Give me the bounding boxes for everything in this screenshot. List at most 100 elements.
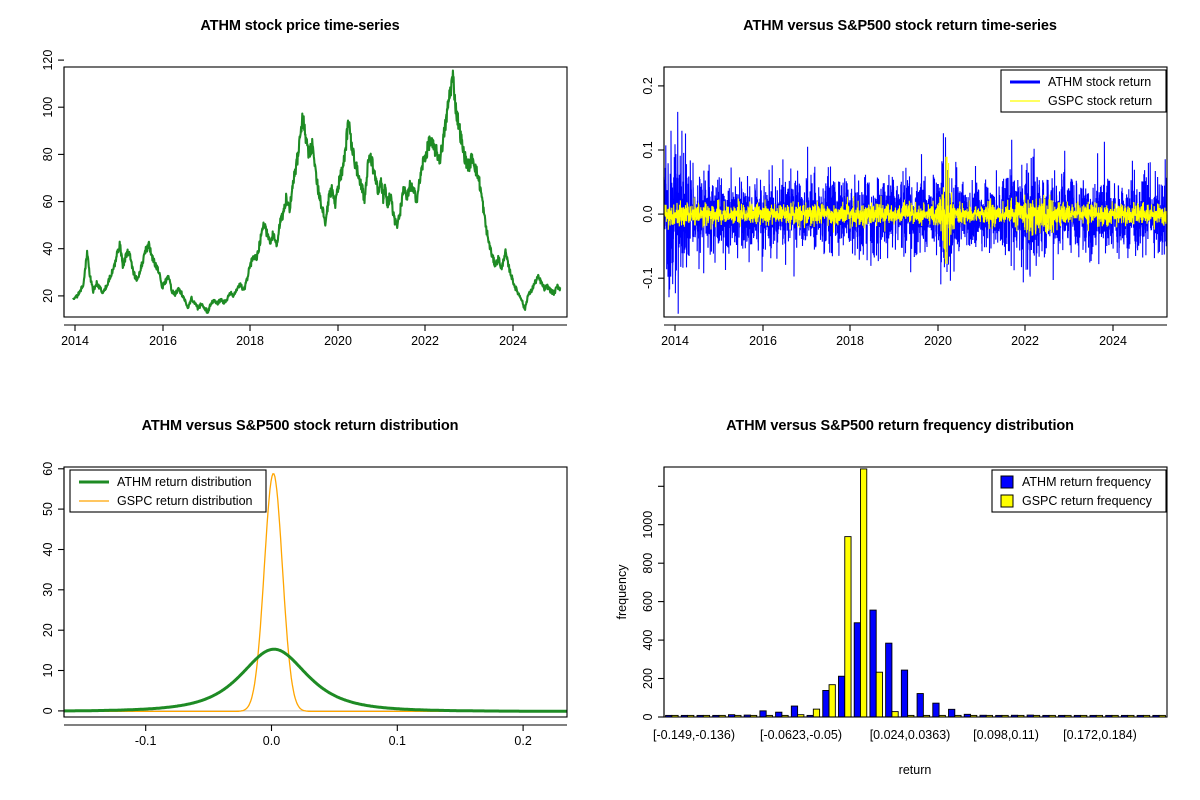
x-tick-label: [-0.149,-0.136)	[653, 728, 735, 742]
gspc-return-line	[663, 156, 1168, 264]
histogram-bar-athm	[900, 669, 909, 718]
plot-return-density: 0 10 20 30 40 50 60 -0.1 0.0 0.1 0.2	[41, 462, 568, 748]
histogram-bars-group	[665, 468, 1166, 718]
y-tick-label: 1000	[641, 511, 655, 539]
histogram-bar-gspc	[860, 468, 868, 718]
x-tick-label: 2018	[236, 334, 264, 348]
x-axis-returns: 2014 2016 2018 2020 2022 2024	[661, 324, 1167, 348]
y-tick-label: 10	[41, 664, 55, 678]
legend-swatch-athm-frequency	[1000, 475, 1014, 489]
legend-label-athm-frequency: ATHM return frequency	[1022, 475, 1152, 489]
x-tick-label: 2018	[836, 334, 864, 348]
x-tick-label: 2020	[924, 334, 952, 348]
y-tick-label: 0	[641, 713, 655, 720]
y-tick-label: 20	[41, 623, 55, 637]
x-tick-label: 2024	[1099, 334, 1127, 348]
panel-return-timeseries: ATHM versus S&P500 stock return time-ser…	[600, 0, 1200, 400]
x-tick-label: 2016	[149, 334, 177, 348]
panel-title-histogram: ATHM versus S&P500 return frequency dist…	[726, 418, 1074, 434]
panel-return-density: ATHM versus S&P500 stock return distribu…	[0, 400, 600, 800]
athm-price-line	[72, 69, 562, 314]
x-tick-label: -0.1	[135, 734, 157, 748]
x-tick-label: [0.098,0.11)	[973, 728, 1039, 742]
y-axis-title-frequency: frequency	[615, 564, 629, 620]
panel-title-price: ATHM stock price time-series	[200, 18, 400, 34]
histogram-bar-athm	[869, 609, 877, 718]
x-tick-label: 2016	[749, 334, 777, 348]
plot-frame-price	[63, 66, 568, 318]
y-tick-label: 60	[41, 462, 55, 476]
histogram-bar-gspc	[812, 708, 821, 718]
histogram-bar-athm	[853, 622, 861, 718]
density-series-group	[63, 473, 568, 713]
x-axis-title-return: return	[899, 763, 932, 777]
panel-title-density: ATHM versus S&P500 stock return distribu…	[141, 418, 459, 434]
y-tick-label: 0.1	[641, 141, 655, 158]
legend-returns[interactable]: ATHM stock return GSPC stock return	[1000, 69, 1167, 113]
y-axis-density: 0 10 20 30 40 50 60	[41, 462, 65, 717]
x-tick-label: 2014	[661, 334, 689, 348]
y-tick-label: 50	[41, 502, 55, 516]
y-tick-label: 800	[641, 553, 655, 574]
y-tick-label: 30	[41, 583, 55, 597]
price-series-group	[72, 69, 562, 314]
histogram-bar-athm	[838, 675, 846, 718]
histogram-bar-gspc	[844, 536, 852, 718]
y-axis-price: 20 40 60 80 100 120	[41, 50, 65, 317]
y-axis-returns: -0.1 0.0 0.1 0.2	[641, 67, 665, 317]
histogram-bar-athm	[916, 693, 924, 718]
y-tick-label: 120	[41, 50, 55, 71]
plot-frame-density	[63, 466, 568, 718]
y-axis-histogram: 0 200 400 600 800 1000 frequency	[615, 467, 665, 720]
x-tick-label: [-0.0623,-0.05)	[760, 728, 842, 742]
legend-label-gspc-return: GSPC stock return	[1048, 94, 1152, 108]
legend-swatch-gspc-frequency	[1000, 494, 1014, 508]
legend-histogram[interactable]: ATHM return frequency GSPC return freque…	[991, 469, 1167, 513]
y-tick-label: 20	[41, 289, 55, 303]
y-tick-label: 80	[41, 147, 55, 161]
panel-title-returns: ATHM versus S&P500 stock return time-ser…	[743, 18, 1057, 34]
x-tick-label: 0.2	[514, 734, 531, 748]
histogram-bar-athm	[790, 705, 799, 718]
histogram-bar-athm	[759, 710, 767, 718]
x-tick-label: 2014	[61, 334, 89, 348]
legend-label-gspc-density: GSPC return distribution	[117, 494, 253, 508]
x-axis-price: 2014 2016 2018 2020 2022 2024	[61, 324, 567, 348]
x-tick-label: 2022	[411, 334, 439, 348]
plot-return-timeseries: -0.1 0.0 0.1 0.2 2014 2016 2018 2020 202…	[641, 66, 1168, 348]
plot-athm-price: 20 40 60 80 100 120 2014 2016 2018 2020	[41, 50, 568, 348]
legend-label-athm-density: ATHM return distribution	[117, 475, 252, 489]
return-series-group	[663, 111, 1168, 314]
histogram-bar-gspc	[891, 711, 899, 718]
y-tick-label: 0	[41, 707, 55, 714]
y-tick-label: 0.0	[641, 205, 655, 222]
athm-density-line	[63, 647, 568, 713]
x-tick-label: 0.1	[389, 734, 406, 748]
plot-frame-histogram	[663, 466, 1168, 718]
legend-density[interactable]: ATHM return distribution GSPC return dis…	[69, 469, 267, 513]
histogram-bar-athm	[885, 642, 893, 718]
y-tick-label: -0.1	[641, 267, 655, 289]
histogram-bar-gspc	[828, 684, 836, 718]
histogram-bar-athm	[775, 711, 783, 718]
histogram-bar-athm	[948, 708, 956, 718]
x-tick-label: 2022	[1011, 334, 1039, 348]
y-tick-label: 0.2	[641, 77, 655, 94]
x-tick-label: 0.0	[263, 734, 280, 748]
x-tick-label: [0.172,0.184)	[1063, 728, 1137, 742]
histogram-bar-gspc	[875, 671, 883, 718]
x-axis-density: -0.1 0.0 0.1 0.2	[64, 724, 567, 748]
x-tick-label: 2024	[499, 334, 527, 348]
y-tick-label: 40	[41, 543, 55, 557]
plot-return-frequency: 0 200 400 600 800 1000 frequency [-0.149…	[615, 466, 1168, 777]
histogram-bar-athm	[932, 702, 940, 718]
x-axis-histogram: [-0.149,-0.136) [-0.0623,-0.05) [0.024,0…	[653, 728, 1137, 777]
y-tick-label: 40	[41, 242, 55, 256]
x-tick-label: [0.024,0.0363)	[870, 728, 951, 742]
legend-label-gspc-frequency: GSPC return frequency	[1022, 494, 1153, 508]
y-tick-label: 400	[641, 630, 655, 651]
x-tick-label: 2020	[324, 334, 352, 348]
histogram-bar-athm	[822, 690, 830, 718]
panel-return-frequency: ATHM versus S&P500 return frequency dist…	[600, 400, 1200, 800]
